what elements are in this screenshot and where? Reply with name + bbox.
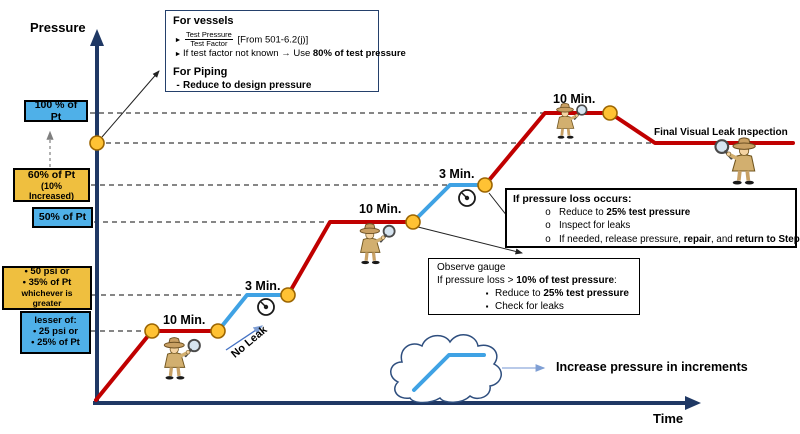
level-sublabel: (10% Increased) (28, 180, 75, 202)
level-box-100pct: 100 % of Pt (24, 98, 88, 123)
pressure-profile-blue (216, 183, 487, 333)
circle-bullet: o (545, 220, 551, 232)
increments-label: Increase pressure in increments (556, 360, 748, 374)
arrow-to-vessels-box (101, 70, 160, 138)
level-box-25psi-25pct: lesser of: • 25 psi or • 25% of Pt (20, 311, 91, 354)
step-nodes (89, 105, 618, 339)
inspector-icon (713, 135, 758, 187)
step-node (210, 323, 226, 339)
circle-bullet: o (545, 233, 551, 245)
triangle-bullet-icon: ► (174, 37, 182, 45)
hold-label-1: 10 Min. (163, 313, 206, 327)
x-axis (93, 396, 701, 410)
increments-cloud (390, 334, 502, 404)
arrow-to-observe-box (417, 226, 523, 255)
level-label: 100 % of Pt (34, 98, 78, 123)
fraction-numerator: Test Pressure (185, 29, 233, 40)
hold-label-2: 3 Min. (245, 279, 281, 293)
level-box-60pct: 60% of Pt (10% Increased) (13, 168, 90, 202)
level-label: lesser of: (34, 315, 77, 327)
inspector-icon (358, 222, 397, 266)
level-sublabel: whichever is greater (21, 288, 73, 308)
square-bullet: ▪ (485, 302, 489, 311)
level-label: • 35% of Pt (22, 277, 72, 289)
no-leak-arrow (225, 325, 264, 351)
gauge-icon (458, 189, 476, 207)
vessels-formula-line: ► Test Pressure Test Factor [From 501-6.2(… (173, 29, 371, 49)
axis-node (89, 135, 105, 151)
observe-title: Observe gauge (437, 262, 506, 273)
level-label: • 50 psi or (24, 266, 70, 278)
loss-item: o If needed, release pressure, repair, an… (513, 233, 800, 246)
step-node (477, 177, 493, 193)
fraction-denominator: Test Factor (190, 39, 228, 48)
observe-item: ▪ Reduce to 25% test pressure (437, 287, 631, 300)
observe-item: ▪ Check for leaks (437, 300, 631, 313)
hold-label-3: 10 Min. (359, 202, 402, 216)
loss-item: o Reduce to 25% test pressure (513, 206, 789, 219)
inspector-icon (162, 336, 202, 382)
triangle-bullet-icon: ► (174, 51, 182, 59)
level-box-50psi-35pct: • 50 psi or • 35% of Pt whichever is gre… (2, 266, 92, 310)
y-axis-label: Pressure (30, 20, 86, 35)
observe-condition: If pressure loss > 10% of test pressure: (437, 275, 617, 286)
loss-item: o Inspect for leaks (513, 219, 789, 232)
dashed-leader-lines (90, 112, 655, 332)
step-node (602, 105, 618, 121)
loss-title: If pressure loss occurs: (513, 193, 632, 205)
level-box-50pct: 50% of Pt (32, 207, 93, 228)
increment-step-icon (412, 353, 486, 392)
piping-line: - Reduce to design pressure (176, 79, 312, 91)
pressure-loss-note-box: If pressure loss occurs: o Reduce to 25% … (505, 188, 800, 248)
vessels-title: For vessels (173, 15, 234, 27)
level-label: 50% of Pt (38, 211, 87, 224)
square-bullet: ▪ (485, 289, 489, 298)
gauge-icon (257, 298, 275, 316)
vessels-fallback-line: ► If test factor not known → Use 80% of t… (174, 48, 406, 60)
level-label: • 25 psi or (32, 326, 79, 338)
piping-title: For Piping (173, 66, 228, 79)
step-node (144, 323, 160, 339)
hold-label-5: 10 Min. (553, 92, 596, 106)
level-label: 60% of Pt (27, 168, 76, 181)
hold-label-4: 3 Min. (439, 167, 475, 181)
inspector-icon (555, 102, 588, 141)
y-axis (90, 29, 104, 401)
final-inspection-label: Final Visual Leak Inspection (654, 127, 788, 138)
formula-source: [From 501-6.2(j)] (237, 34, 309, 46)
x-axis-label: Time (653, 411, 684, 426)
level-label: • 25% of Pt (31, 336, 80, 348)
observe-gauge-note-box: Observe gauge If pressure loss > 10% of … (428, 258, 640, 315)
step-node (280, 287, 296, 303)
vessels-note-box: For vessels ► Test Pressure Test Factor [F… (165, 10, 406, 92)
circle-bullet: o (545, 207, 551, 219)
step-node (405, 214, 421, 230)
